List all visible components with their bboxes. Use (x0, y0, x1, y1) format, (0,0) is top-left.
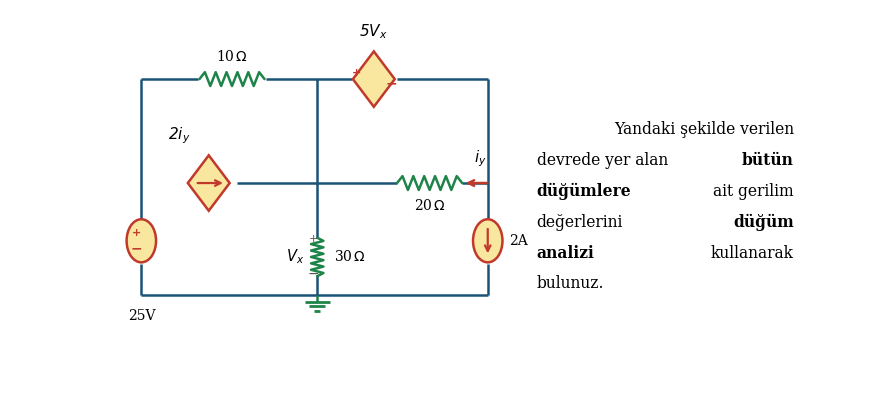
Text: +: + (351, 68, 361, 78)
Text: bütün: bütün (741, 152, 793, 169)
Text: +: + (132, 228, 141, 238)
Ellipse shape (126, 219, 156, 263)
Text: −: − (384, 77, 396, 91)
Text: devrede yer alan: devrede yer alan (536, 152, 672, 169)
Text: 25V: 25V (128, 308, 155, 323)
Text: düğüm: düğüm (732, 214, 793, 231)
Text: 30$\,\Omega$: 30$\,\Omega$ (334, 249, 366, 265)
Text: 20$\,\Omega$: 20$\,\Omega$ (413, 198, 445, 213)
Text: bulunuz.: bulunuz. (536, 276, 603, 292)
Text: düğümlere: düğümlere (536, 183, 630, 200)
Text: değerlerini: değerlerini (536, 214, 622, 231)
Text: ait gerilim: ait gerilim (713, 183, 793, 200)
Ellipse shape (473, 219, 502, 263)
Text: 2i$_\mathregular{y}$: 2i$_\mathregular{y}$ (168, 126, 190, 146)
Text: 2A: 2A (509, 234, 527, 248)
Text: +: + (308, 234, 317, 244)
Text: i$_\mathregular{y}$: i$_\mathregular{y}$ (473, 148, 485, 169)
Text: Yandaki şekilde verilen: Yandaki şekilde verilen (613, 122, 793, 139)
Polygon shape (352, 51, 394, 107)
Text: kullanarak: kullanarak (710, 245, 793, 262)
Text: −: − (308, 267, 319, 281)
Polygon shape (188, 155, 230, 211)
Text: analizi: analizi (536, 245, 594, 262)
Text: V$_\mathregular{x}$: V$_\mathregular{x}$ (286, 248, 304, 266)
Text: −: − (131, 242, 142, 255)
Text: 5V$_\mathregular{x}$: 5V$_\mathregular{x}$ (359, 22, 388, 40)
Text: 10$\,\Omega$: 10$\,\Omega$ (215, 49, 248, 64)
